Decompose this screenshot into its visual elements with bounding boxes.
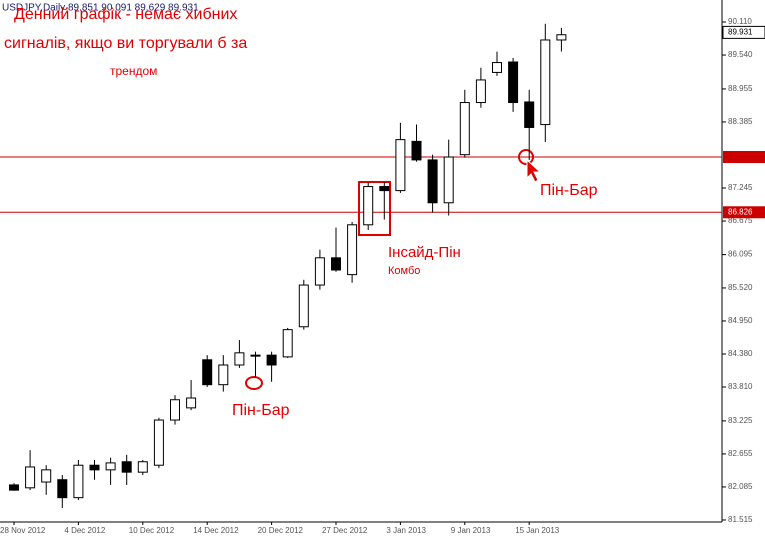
candle-body	[105, 462, 116, 471]
candle-body	[314, 257, 325, 286]
y-tick-label: 81.515	[728, 515, 753, 524]
y-tick-label: 83.810	[728, 382, 753, 391]
candle-body	[443, 156, 454, 204]
current-price-label: 89.931	[728, 27, 753, 36]
candle-body	[540, 39, 551, 126]
candle-body	[379, 186, 390, 192]
y-tick-label: 88.385	[728, 117, 753, 126]
y-tick-label: 84.380	[728, 349, 753, 358]
candle-body	[170, 399, 180, 421]
y-tick-label: 82.085	[728, 482, 753, 491]
candle-body	[218, 364, 229, 386]
candle-body	[186, 397, 197, 409]
highlight-box	[358, 181, 391, 236]
x-tick-label: 20 Dec 2012	[258, 526, 304, 535]
candle-body	[41, 469, 52, 483]
annotation: Денний графік - немає хибних	[14, 6, 237, 23]
candle-body	[73, 464, 84, 499]
candle-body	[459, 102, 470, 156]
current-price-tag	[722, 25, 765, 39]
candle-body	[9, 484, 19, 491]
y-tick-label: 86.675	[728, 216, 753, 225]
x-tick-label: 9 Jan 2013	[451, 526, 491, 535]
chart-title: USDJPY,Daily 89.851 90.091 89.629 89.931	[2, 3, 199, 14]
candle-body	[57, 479, 68, 499]
candle-body	[89, 464, 100, 471]
candle-body	[234, 352, 245, 366]
annotation: Пін-Бар	[540, 182, 598, 199]
candle-body	[266, 354, 277, 366]
x-tick-label: 15 Jan 2013	[515, 526, 560, 535]
candle-body	[492, 62, 502, 73]
y-tick-label: 85.520	[728, 283, 753, 292]
y-tick-label: 82.655	[728, 449, 753, 458]
x-tick-label: 4 Dec 2012	[64, 526, 105, 535]
candle-body	[137, 461, 148, 473]
y-tick-label: 86.095	[728, 250, 753, 259]
annotation: Пін-Бар	[232, 402, 290, 419]
candle-body	[298, 284, 309, 328]
candle-body	[427, 159, 438, 204]
annotation: сигналів, якщо ви торгували б за	[4, 35, 247, 52]
candle-body	[331, 257, 341, 271]
y-tick-label: 83.225	[728, 416, 753, 425]
y-tick-label: 84.950	[728, 316, 753, 325]
annotation: трендом	[110, 64, 157, 78]
candle-body	[347, 224, 358, 276]
candle-body	[475, 79, 486, 104]
y-tick-label: 90.110	[728, 17, 752, 26]
annotation: Інсайд-Пін	[388, 244, 461, 261]
y-tick-label: 88.955	[728, 84, 753, 93]
cursor-icon	[526, 158, 542, 183]
x-tick-label: 10 Dec 2012	[129, 526, 175, 535]
candle-body	[250, 354, 261, 357]
x-tick-label: 27 Dec 2012	[322, 526, 368, 535]
candle-body	[25, 466, 36, 489]
candle-body	[153, 419, 164, 466]
candle-body	[411, 140, 422, 161]
candle-body	[556, 34, 567, 41]
highlight-ellipse	[245, 376, 263, 390]
x-tick-label: 28 Nov 2012	[0, 526, 46, 535]
x-tick-label: 3 Jan 2013	[386, 526, 426, 535]
candle-body	[282, 329, 293, 358]
candle-body	[363, 186, 374, 226]
annotation: Комбо	[388, 265, 420, 277]
level-tag	[723, 206, 765, 219]
candle-body	[202, 359, 213, 386]
x-tick-label: 14 Dec 2012	[193, 526, 239, 535]
candle-body	[524, 101, 535, 128]
candle-body	[121, 461, 132, 473]
level-tag	[723, 151, 765, 164]
y-tick-label: 87.245	[728, 183, 753, 192]
y-tick-label: 89.540	[728, 50, 753, 59]
level-label: 86.826	[728, 207, 753, 216]
candle-body	[395, 139, 406, 192]
candle-body	[508, 61, 519, 104]
